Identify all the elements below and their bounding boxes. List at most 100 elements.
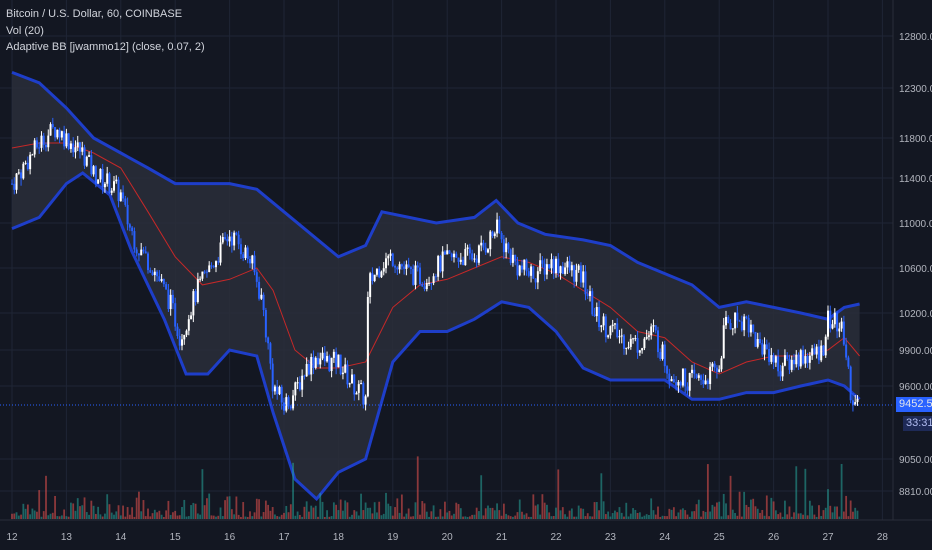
time-axis[interactable]: 12 13 14 15 16 17 18 19 20 21 22 23 24 25 26 27 28 [6,532,888,543]
volume-bar [475,507,478,519]
volume-bar [686,514,689,519]
volume-bars [11,456,859,519]
volume-bar [704,511,707,519]
volume-bar [81,505,84,519]
volume-bar [144,516,147,519]
candle-body [326,356,329,362]
candle-body [459,259,462,262]
volume-bar [502,503,505,519]
volume-bar [400,494,403,519]
volume-bar [677,512,680,519]
candle-body [40,135,43,148]
candle-body [67,133,70,149]
candle-body [842,321,845,345]
candle-body [548,264,551,269]
volume-bar [512,516,514,519]
volume-bar [339,499,342,519]
volume-bar [419,514,421,519]
volume-bar [94,513,97,519]
candle-body [650,326,653,336]
candle-body [831,324,834,329]
candle-body [697,375,700,378]
candle-body [351,374,353,384]
candle-body [330,357,333,372]
volume-bar [453,513,455,519]
volume-bar [734,512,736,519]
candle-body [856,398,859,403]
candle-body [416,265,419,268]
candle-body [369,273,372,297]
candle-body [736,312,739,321]
candle-body [448,250,451,254]
volume-bar [230,509,233,519]
volume-bar [539,514,542,519]
symbol-title[interactable]: Bitcoin / U.S. Dollar, 60, COINBASE [6,8,183,20]
volume-indicator-label[interactable]: Vol (20) [6,24,44,37]
volume-bar [774,510,777,519]
volume-bar [194,503,197,519]
candle-body [589,291,591,297]
candle-body [83,147,86,166]
candle-body [126,204,129,225]
candle-body [545,264,548,275]
candle-body [507,243,510,250]
volume-bar [759,512,761,519]
candle-body [638,350,641,353]
candle-body [88,155,91,157]
candle-body [482,242,485,248]
candle-body [305,363,308,377]
volume-bar [550,516,553,519]
candle-body [45,144,47,148]
adaptive-bb-indicator-label[interactable]: Adaptive BB [jwammo12] (close, 0.07, 2) [6,41,205,53]
candle-body [711,363,714,367]
volume-bar [620,512,623,519]
candle-body [24,162,27,164]
volume-bar [117,505,120,519]
candle-body [321,352,324,359]
candle-body [292,395,295,409]
volume-bar [308,511,310,519]
candle-body [688,372,691,391]
candle-body [246,247,249,259]
volume-bar [459,508,462,519]
candle-body [147,253,149,271]
candle-body [208,265,211,272]
candle-body [446,250,449,255]
volume-bar [802,514,804,519]
volume-bar [618,507,621,519]
volume-bar [342,510,344,519]
volume-bar [666,516,668,519]
candle-body [577,265,580,270]
volume-bar [151,513,154,519]
candle-body [654,325,657,331]
volume-bar [36,511,38,519]
candle-body [142,249,145,252]
volume-bar [740,516,743,519]
candle-body [641,348,644,351]
candle-body [409,267,412,270]
volume-bar [818,505,820,519]
candle-body [854,402,857,405]
candle-body [219,242,222,263]
price-axis[interactable]: 12800.00 12300.00 11800.00 11400.00 11000.00… [899,32,932,498]
candle-body [663,344,666,367]
candle-body [627,346,630,348]
candle-body [348,383,351,385]
volume-bar [652,510,655,519]
candle-body [110,190,113,193]
volume-bar [49,513,52,519]
candle-body [609,326,612,336]
volume-bar [768,516,770,519]
volume-bar [793,512,795,519]
volume-bar [301,516,304,519]
volume-bar [616,512,619,519]
bollinger-band-fill [12,72,860,500]
candle-body [423,286,426,290]
volume-bar [355,511,358,519]
candle-body [346,364,349,385]
volume-bar [317,516,319,519]
volume-bar [244,516,247,519]
candle-body [307,363,310,375]
candle-body [264,309,267,338]
